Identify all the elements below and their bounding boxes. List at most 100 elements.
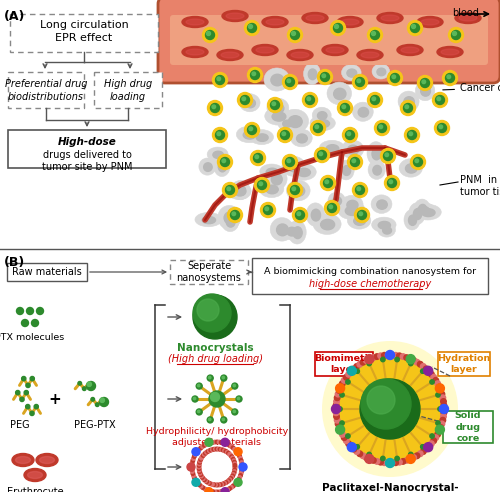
Circle shape bbox=[400, 459, 406, 464]
Circle shape bbox=[232, 471, 235, 475]
Circle shape bbox=[248, 67, 262, 83]
Ellipse shape bbox=[218, 161, 226, 172]
Circle shape bbox=[218, 483, 222, 487]
Circle shape bbox=[209, 482, 212, 486]
Circle shape bbox=[208, 418, 211, 421]
Ellipse shape bbox=[347, 69, 356, 77]
Circle shape bbox=[223, 449, 226, 453]
Circle shape bbox=[282, 154, 298, 170]
Circle shape bbox=[338, 100, 352, 116]
Circle shape bbox=[292, 187, 296, 190]
Ellipse shape bbox=[221, 52, 239, 58]
Circle shape bbox=[209, 391, 225, 407]
Text: Raw materials: Raw materials bbox=[12, 267, 82, 277]
Circle shape bbox=[222, 441, 226, 445]
Circle shape bbox=[212, 127, 228, 143]
Circle shape bbox=[190, 469, 194, 473]
Circle shape bbox=[365, 455, 374, 463]
Circle shape bbox=[325, 180, 328, 184]
Circle shape bbox=[221, 375, 227, 381]
Circle shape bbox=[226, 480, 229, 484]
Circle shape bbox=[384, 176, 400, 190]
Circle shape bbox=[438, 388, 444, 393]
Circle shape bbox=[370, 95, 380, 104]
Circle shape bbox=[210, 103, 220, 113]
Circle shape bbox=[198, 462, 201, 465]
Ellipse shape bbox=[231, 181, 250, 200]
Ellipse shape bbox=[326, 145, 339, 153]
Circle shape bbox=[438, 123, 446, 132]
Circle shape bbox=[26, 404, 30, 409]
Circle shape bbox=[336, 388, 342, 393]
Ellipse shape bbox=[226, 217, 235, 227]
Circle shape bbox=[234, 481, 238, 485]
Text: Nanocrystals: Nanocrystals bbox=[176, 343, 254, 353]
Circle shape bbox=[334, 417, 340, 423]
Ellipse shape bbox=[182, 47, 208, 58]
Ellipse shape bbox=[417, 17, 443, 28]
FancyBboxPatch shape bbox=[170, 260, 248, 284]
Text: Hydration
layer: Hydration layer bbox=[438, 354, 490, 374]
Circle shape bbox=[379, 125, 382, 128]
Ellipse shape bbox=[199, 158, 216, 175]
Ellipse shape bbox=[399, 159, 422, 177]
Text: High drug
loading: High drug loading bbox=[104, 79, 152, 102]
Circle shape bbox=[433, 377, 438, 383]
Circle shape bbox=[432, 92, 448, 107]
Circle shape bbox=[351, 446, 356, 452]
Circle shape bbox=[354, 208, 370, 222]
Text: Preferential drug
biodistributions: Preferential drug biodistributions bbox=[5, 79, 87, 102]
Ellipse shape bbox=[326, 47, 344, 53]
Circle shape bbox=[389, 180, 392, 184]
Circle shape bbox=[218, 490, 221, 492]
Text: Solid
drug
core: Solid drug core bbox=[455, 411, 481, 443]
Circle shape bbox=[199, 446, 202, 450]
Ellipse shape bbox=[226, 13, 244, 19]
Circle shape bbox=[374, 459, 380, 464]
Ellipse shape bbox=[404, 210, 420, 230]
Circle shape bbox=[224, 481, 228, 485]
Circle shape bbox=[288, 28, 302, 42]
Circle shape bbox=[367, 456, 372, 462]
Circle shape bbox=[213, 440, 216, 444]
Circle shape bbox=[26, 308, 34, 314]
Ellipse shape bbox=[12, 454, 34, 466]
Circle shape bbox=[194, 451, 198, 455]
Circle shape bbox=[440, 399, 446, 404]
Circle shape bbox=[16, 308, 24, 314]
Ellipse shape bbox=[252, 44, 278, 56]
Circle shape bbox=[338, 384, 344, 390]
Ellipse shape bbox=[266, 168, 278, 176]
Ellipse shape bbox=[260, 181, 284, 198]
Circle shape bbox=[232, 383, 238, 389]
Ellipse shape bbox=[290, 129, 312, 147]
Circle shape bbox=[204, 479, 207, 483]
Ellipse shape bbox=[272, 112, 286, 121]
Ellipse shape bbox=[408, 203, 426, 224]
Circle shape bbox=[192, 474, 196, 477]
Circle shape bbox=[358, 211, 366, 219]
Circle shape bbox=[268, 97, 282, 113]
Text: Erythrocyte: Erythrocyte bbox=[6, 487, 64, 492]
Circle shape bbox=[87, 382, 92, 386]
Circle shape bbox=[350, 157, 360, 166]
Circle shape bbox=[404, 458, 409, 463]
Circle shape bbox=[232, 470, 236, 473]
Circle shape bbox=[346, 130, 354, 140]
Circle shape bbox=[231, 474, 234, 478]
FancyBboxPatch shape bbox=[94, 72, 162, 108]
Circle shape bbox=[409, 132, 412, 136]
Ellipse shape bbox=[202, 216, 215, 224]
Ellipse shape bbox=[348, 145, 358, 154]
Circle shape bbox=[418, 75, 432, 91]
Ellipse shape bbox=[256, 134, 268, 141]
Ellipse shape bbox=[270, 217, 293, 241]
Ellipse shape bbox=[182, 17, 208, 28]
Circle shape bbox=[200, 456, 203, 460]
Text: A biomimicking combination nanosystem for: A biomimicking combination nanosystem fo… bbox=[264, 267, 476, 276]
Circle shape bbox=[238, 474, 242, 477]
Circle shape bbox=[100, 398, 108, 406]
Circle shape bbox=[354, 449, 360, 454]
Circle shape bbox=[220, 157, 230, 166]
Circle shape bbox=[448, 28, 464, 42]
